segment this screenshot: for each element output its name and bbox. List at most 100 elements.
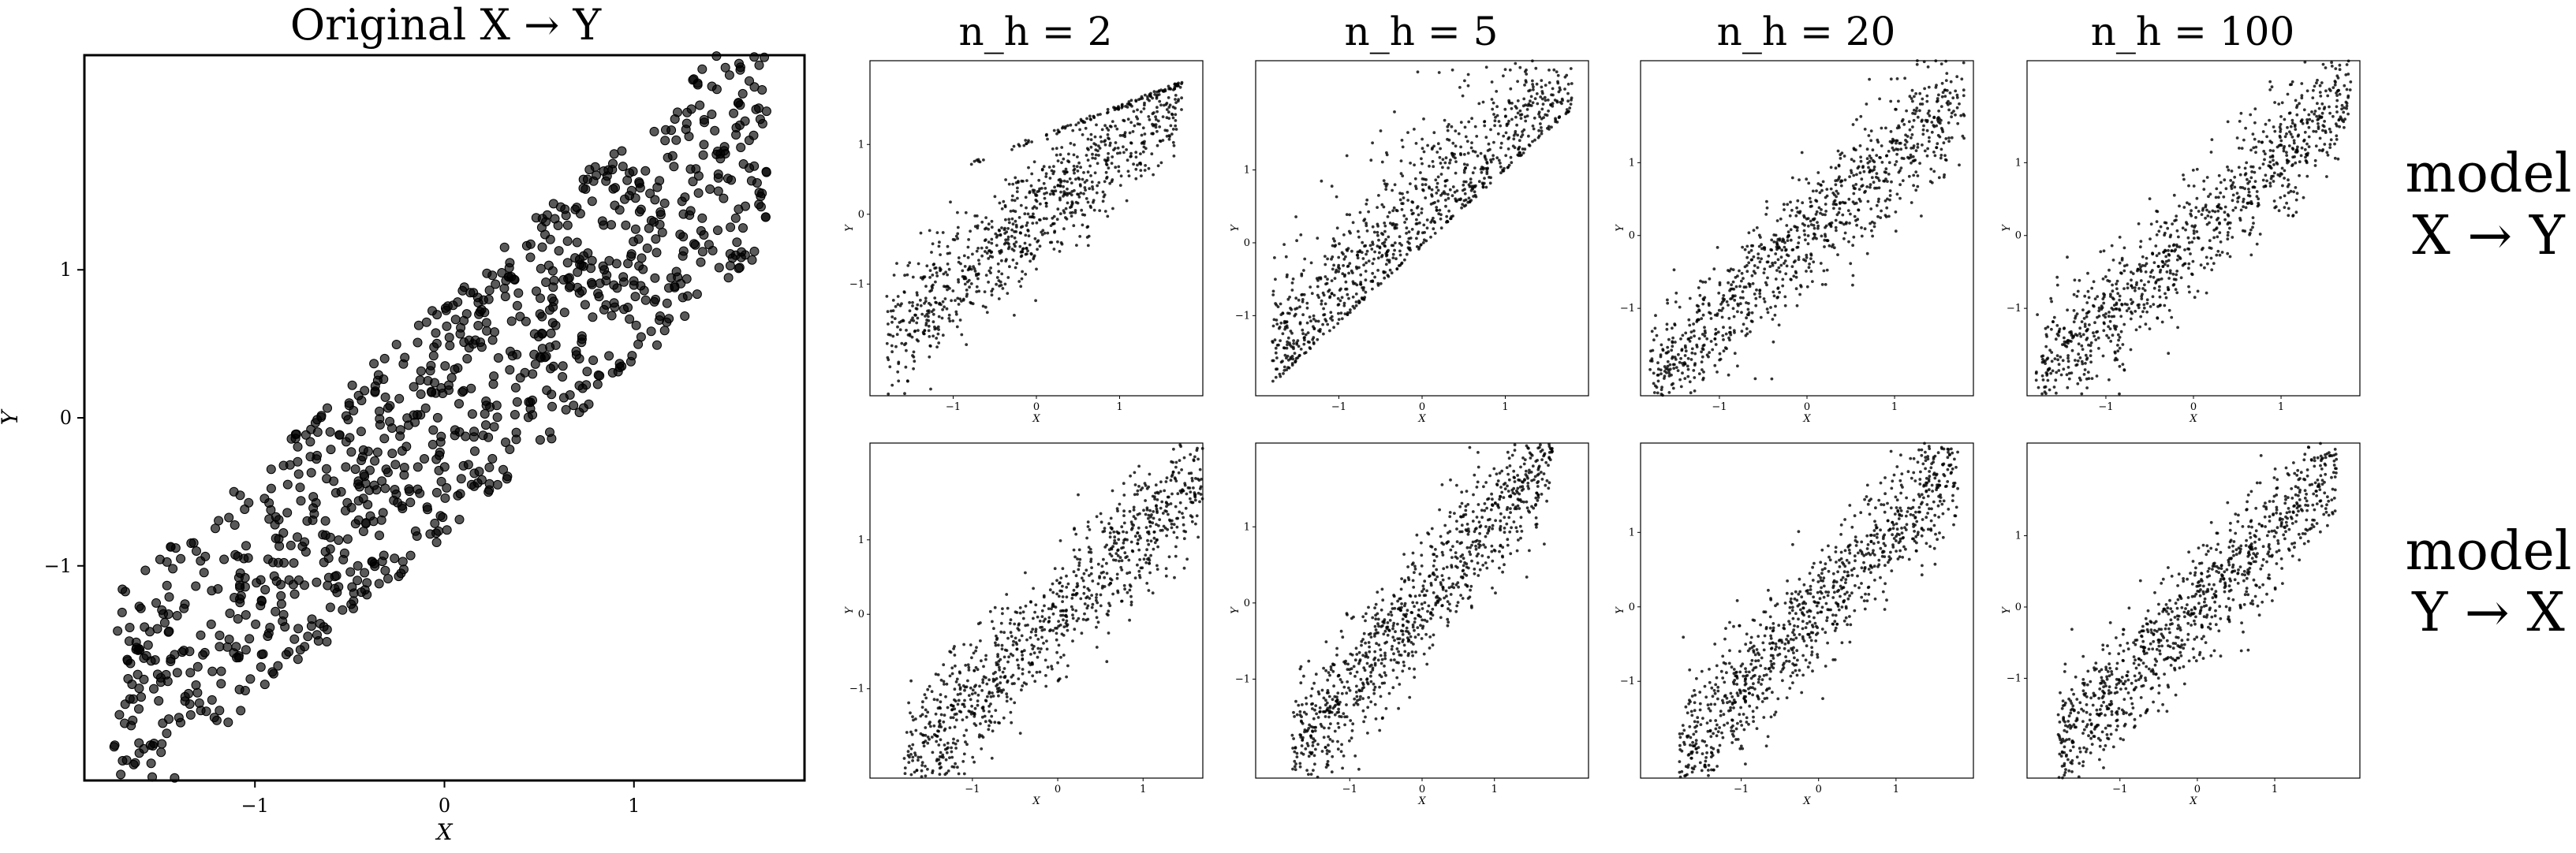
data-point: [2163, 249, 2167, 253]
data-point: [1737, 304, 1740, 307]
data-point: [2290, 147, 2294, 150]
data-point: [2149, 305, 2152, 308]
data-point: [948, 319, 952, 323]
data-point: [1857, 197, 1861, 201]
row-label-yx-line2: Y → X: [2411, 582, 2565, 644]
data-point: [2314, 144, 2318, 148]
data-point: [1301, 313, 1305, 317]
data-point: [2235, 136, 2239, 140]
data-point: [2249, 253, 2253, 257]
data-point: [2294, 186, 2298, 189]
data-point: [2044, 345, 2048, 348]
data-point: [2046, 378, 2050, 382]
data-point: [1750, 274, 1754, 278]
data-point: [146, 758, 156, 769]
data-point: [345, 567, 356, 577]
data-point: [353, 575, 363, 586]
data-point: [2253, 137, 2257, 141]
data-point: [1094, 143, 1098, 147]
data-point: [462, 354, 472, 363]
data-point: [240, 505, 250, 514]
data-point: [1444, 204, 1447, 208]
data-point: [931, 320, 935, 324]
data-point: [1843, 231, 1847, 235]
data-point: [322, 637, 332, 646]
data-point: [1771, 263, 1775, 267]
data-point: [1477, 180, 1481, 184]
data-point: [756, 202, 766, 212]
data-point: [1476, 154, 1480, 158]
data-point: [1413, 177, 1417, 181]
data-point: [1129, 121, 1133, 125]
data-point: [1775, 219, 1779, 222]
data-point: [229, 486, 239, 497]
data-point: [1430, 218, 1434, 222]
data-point: [1385, 151, 1388, 155]
data-point: [1775, 269, 1779, 272]
data-point: [498, 464, 508, 475]
data-point: [387, 449, 398, 459]
data-point: [1762, 271, 1766, 274]
data-point: [885, 295, 889, 298]
data-point: [1955, 106, 1959, 110]
data-point: [1139, 152, 1142, 156]
data-point: [1749, 330, 1752, 333]
data-point: [323, 553, 334, 563]
data-point: [2272, 125, 2275, 129]
data-point: [2218, 222, 2221, 225]
data-point: [458, 460, 469, 471]
data-point: [1155, 106, 1159, 110]
data-point: [380, 483, 390, 494]
data-point: [1127, 174, 1131, 178]
data-point: [1004, 178, 1007, 181]
data-point: [1337, 255, 1341, 259]
data-point: [1299, 348, 1303, 351]
data-point: [1795, 304, 1799, 307]
data-point: [1075, 165, 1079, 169]
data-point: [1484, 136, 1488, 140]
data-point: [2065, 373, 2069, 377]
data-point: [1105, 175, 1109, 179]
data-point: [898, 328, 902, 332]
data-point: [2243, 187, 2247, 191]
data-point: [2310, 110, 2313, 114]
data-point: [1111, 120, 1114, 124]
data-point: [941, 333, 945, 337]
data-point: [1900, 156, 1904, 160]
data-point: [1537, 134, 1541, 138]
data-point: [459, 282, 469, 292]
data-point: [1342, 264, 1345, 267]
data-point: [1848, 222, 1851, 225]
data-point: [917, 329, 920, 332]
data-point: [1794, 275, 1798, 279]
data-point: [2294, 148, 2298, 152]
data-point: [925, 264, 929, 268]
data-point: [390, 553, 400, 564]
data-point: [1394, 223, 1397, 226]
data-point: [2043, 390, 2047, 393]
data-point: [2226, 165, 2229, 169]
data-point: [2205, 255, 2208, 259]
data-point: [1834, 166, 1838, 170]
data-point: [2052, 315, 2056, 319]
data-point: [487, 335, 498, 345]
data-point: [990, 225, 994, 229]
data-point: [1058, 212, 1062, 215]
data-point: [1936, 142, 1939, 146]
data-point: [347, 582, 357, 592]
data-point: [2137, 287, 2141, 290]
data-point: [2209, 151, 2213, 154]
data-point: [1875, 203, 1879, 207]
data-point: [1342, 233, 1346, 237]
data-point: [512, 397, 522, 407]
data-point: [2269, 177, 2273, 181]
data-point: [1723, 346, 1727, 350]
data-point: [1006, 292, 1010, 295]
data-point: [2251, 132, 2255, 136]
data-point: [1176, 83, 1180, 86]
data-point: [1754, 296, 1758, 300]
data-point: [927, 309, 931, 312]
data-point: [1075, 244, 1078, 247]
data-point: [156, 747, 166, 758]
data-point: [1519, 117, 1523, 121]
